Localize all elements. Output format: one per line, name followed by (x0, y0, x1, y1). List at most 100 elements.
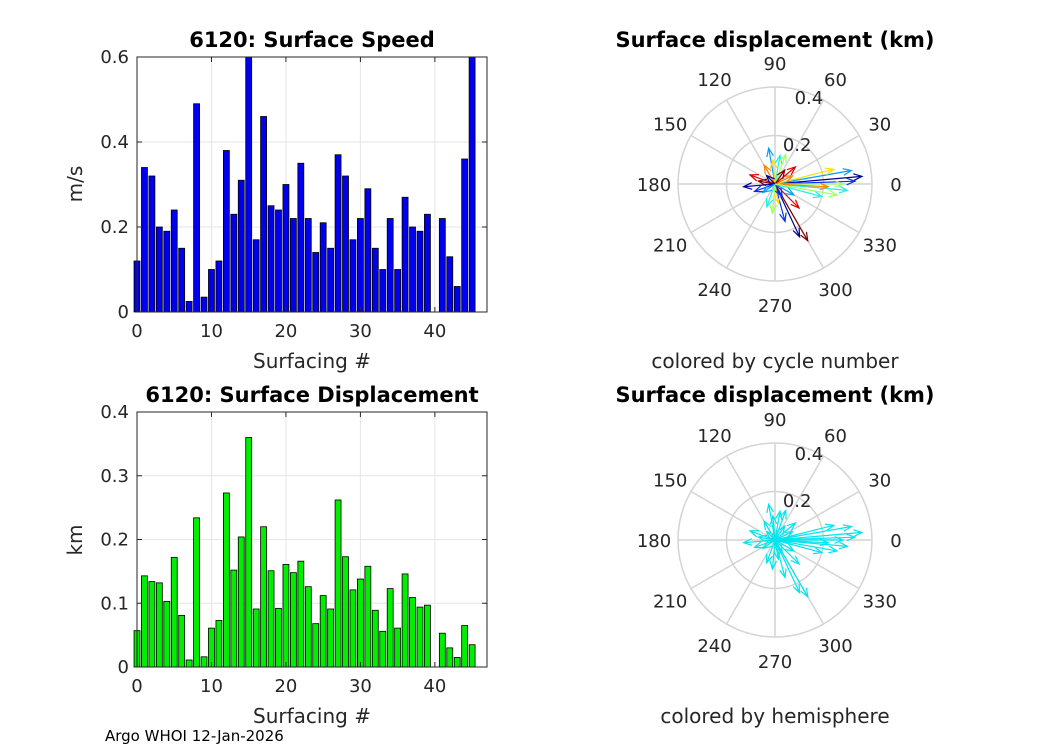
arrow-shaft (774, 539, 800, 565)
bar (379, 630, 387, 668)
arrow-shaft (749, 174, 776, 185)
x-tick-label: 40 (423, 321, 446, 342)
arrow-head (786, 165, 797, 176)
arrow-head (790, 555, 801, 566)
bar (349, 589, 357, 668)
x-tick-label: 10 (200, 676, 223, 697)
axes-box (136, 56, 488, 313)
arrow-head (769, 204, 778, 215)
bar (379, 269, 387, 313)
arrow-head (756, 534, 768, 543)
displacement-arrow (774, 183, 839, 198)
arrow-head (748, 529, 759, 538)
arrow-shaft (743, 183, 776, 188)
polar-angle-label: 0 (890, 531, 901, 552)
arrow-head (779, 508, 787, 520)
polar-angle-label: 30 (868, 115, 891, 136)
arrow-head (761, 184, 772, 194)
displacement-arrow (774, 183, 824, 199)
arrow-head (838, 541, 850, 550)
arrow-shaft (774, 183, 795, 196)
bar (312, 252, 320, 313)
arrow-head (842, 524, 854, 532)
bar (297, 162, 305, 313)
displacement-arrow (774, 539, 839, 554)
polar-angle-label: 120 (697, 70, 731, 91)
displacement-arrow (774, 168, 786, 185)
bar (148, 175, 156, 313)
arrow-shaft (754, 539, 776, 549)
arrow-head (761, 540, 772, 550)
y-tick-label: 0.6 (100, 47, 129, 68)
displacement-bar-chart: 6120: Surface Displacement Surfacing # k… (63, 383, 488, 728)
bar (319, 595, 327, 668)
arrow-shaft (762, 539, 776, 549)
bar (394, 627, 402, 668)
bar (438, 218, 446, 313)
bar (401, 573, 409, 668)
bar (260, 526, 267, 668)
displacement-arrow (774, 182, 830, 191)
polar-angle-label: 90 (764, 410, 787, 431)
bar (327, 247, 334, 313)
bar (290, 572, 297, 668)
arrow-shaft (774, 539, 779, 560)
bar (245, 437, 253, 668)
displacement-arrow (774, 153, 783, 185)
arrow-head (800, 231, 809, 243)
bar (453, 657, 461, 668)
polar-radius-label: 0.2 (783, 135, 812, 156)
arrow-shaft (774, 511, 781, 541)
arrow-head (846, 533, 857, 542)
bar (230, 569, 238, 668)
arrow-head (779, 152, 787, 164)
arrow-shaft (766, 175, 776, 185)
bar (334, 154, 342, 313)
arrow-shaft (763, 164, 776, 185)
bar (357, 218, 364, 313)
arrow-shaft (774, 539, 795, 552)
y-tick-label: 0.3 (100, 466, 129, 487)
arrow-head (763, 163, 772, 175)
bar (237, 536, 245, 668)
arrow-head (774, 153, 783, 165)
displacement-arrow (773, 183, 781, 205)
arrow-shaft (774, 510, 787, 541)
polar-hemisphere-subtitle: colored by hemisphere (660, 704, 889, 728)
polar-angle-label: 180 (637, 531, 671, 552)
arrow-shaft (774, 169, 786, 185)
displacement-arrow (763, 163, 776, 185)
arrow-head (741, 538, 753, 546)
arrow-shaft (774, 539, 838, 552)
bar (215, 620, 223, 668)
arrow-shaft (774, 175, 863, 185)
arrow-head (819, 182, 830, 191)
displacement-arrow (761, 539, 776, 550)
arrow-head (774, 509, 783, 521)
polar-cycle-subtitle: colored by cycle number (651, 349, 899, 373)
bar (312, 623, 320, 668)
bar (215, 260, 223, 313)
arrow-shaft (758, 180, 776, 185)
arrow-head (765, 553, 774, 565)
polar-angle-label: 300 (818, 636, 852, 657)
bar (252, 239, 260, 313)
polar-angle-label: 300 (818, 280, 852, 301)
bar (327, 608, 334, 668)
polar-displacement-cycle: Surface displacement (km) colored by cyc… (615, 28, 934, 373)
arrow-head (824, 167, 836, 176)
speed-bar-chart: 6120: Surface Speed Surfacing # m/s 0 10 2… (63, 28, 488, 373)
arrow-shaft (774, 183, 800, 209)
arrow-shaft (774, 175, 793, 185)
displacement-arrow (774, 539, 784, 555)
arrow-head (783, 531, 795, 539)
displacement-chart-ylabel: km (63, 524, 87, 555)
arrow-shaft (758, 536, 776, 541)
arrow-shaft (774, 531, 793, 541)
bar (185, 300, 193, 313)
bar (371, 609, 379, 668)
displacement-arrow (774, 539, 801, 595)
bar (468, 644, 476, 668)
x-tick-label: 20 (274, 321, 297, 342)
bar (200, 296, 208, 313)
